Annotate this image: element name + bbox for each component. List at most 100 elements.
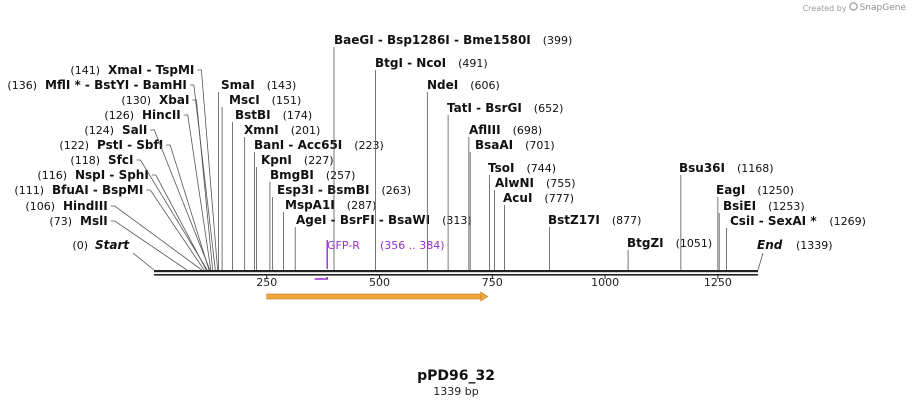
site-leader-line (136, 159, 208, 271)
site-label: XmnI (244, 123, 279, 137)
site-leader-line (183, 114, 212, 271)
feature-primer-arrow (314, 277, 329, 280)
site-position: (122) (59, 139, 89, 152)
site-position: (116) (37, 169, 67, 182)
start-position: (0) (72, 239, 88, 252)
site-label: NspI - SphI (75, 168, 149, 182)
site-leader-line (150, 129, 211, 271)
site-label: XmaI - TspMI (108, 63, 194, 77)
site-leader-line (110, 205, 203, 271)
site-label: BaeGI - Bsp1286I - Bme1580I (334, 33, 531, 47)
site-label: SfcI (108, 153, 133, 167)
plasmid-length: 1339 bp (433, 385, 479, 398)
site-label: BsaAI (475, 138, 513, 152)
title-block: pPD96_32 1339 bp (0, 368, 912, 398)
site-position: (106) (25, 200, 55, 213)
site-position: (111) (14, 184, 44, 197)
site-label: KpnI (261, 153, 292, 167)
axis-tick-label: 250 (256, 276, 277, 289)
credit-text: Created by (802, 3, 847, 13)
site-label: AlwNI (495, 176, 534, 190)
end-label: End (757, 238, 783, 252)
site-position: (698) (513, 124, 543, 137)
site-label: TsoI (488, 161, 514, 175)
axis-tick-label: 1250 (704, 276, 732, 289)
site-position: (287) (347, 199, 377, 212)
site-position: (136) (7, 79, 37, 92)
backbone-bottom (154, 274, 758, 276)
orf-bar (266, 293, 483, 300)
site-leader-line (151, 174, 207, 271)
site-position: (1250) (757, 184, 794, 197)
site-label: AflIII (469, 123, 501, 137)
axis-tick-label: 750 (482, 276, 503, 289)
site-label: BtgZI (627, 236, 664, 250)
site-label: NdeI (427, 78, 458, 92)
site-position: (399) (543, 34, 573, 47)
site-label: BfuAI - BspMI (52, 183, 143, 197)
site-label: AcuI (503, 191, 532, 205)
site-label: BsiEI (723, 199, 756, 213)
site-position: (744) (526, 162, 556, 175)
site-position: (257) (326, 169, 356, 182)
snapgene-credit: Created by SnapGene (803, 2, 906, 14)
site-position: (755) (546, 177, 576, 190)
snapgene-logo (848, 2, 858, 14)
site-label: HindIII (63, 199, 108, 213)
site-position: (227) (304, 154, 334, 167)
site-position: (174) (283, 109, 313, 122)
axis-tick-label: 1000 (591, 276, 619, 289)
site-label: BstBI (235, 108, 271, 122)
site-label: MslI (80, 214, 108, 228)
feature-label: GFP-R (327, 239, 360, 252)
site-position: (73) (49, 215, 72, 228)
site-position: (606) (470, 79, 500, 92)
site-label: MflI * - BstYI - BamHI (45, 78, 187, 92)
orf-arrowhead (480, 291, 489, 302)
site-position: (1051) (676, 237, 713, 250)
site-position: (777) (544, 192, 574, 205)
start-label: Start (95, 238, 130, 252)
site-position: (1269) (829, 215, 866, 228)
site-leader-line (166, 144, 210, 271)
site-position: (201) (291, 124, 321, 137)
site-position: (313) (442, 214, 472, 227)
site-leader-line (197, 69, 219, 271)
site-position: (141) (70, 64, 100, 77)
site-label: TatI - BsrGI (447, 101, 522, 115)
site-leader-line (146, 189, 205, 271)
site-label: AgeI - BsrFI - BsaWI (296, 213, 430, 227)
end-leader-line (757, 252, 764, 271)
site-position: (263) (381, 184, 411, 197)
site-label: CsiI - SexAI * (730, 214, 817, 228)
site-label: SmaI (221, 78, 255, 92)
site-label: EagI (716, 183, 745, 197)
site-position: (1253) (768, 200, 805, 213)
snapgene-logo-icon (848, 2, 858, 11)
site-leader-line (189, 84, 216, 271)
site-label: BstZ17I (548, 213, 600, 227)
site-position: (130) (121, 94, 151, 107)
site-label: SalI (122, 123, 147, 137)
site-label: BanI - Acc65I (254, 138, 342, 152)
site-position: (223) (354, 139, 384, 152)
plasmid-name: pPD96_32 (417, 368, 495, 384)
site-label: Esp3I - BsmBI (277, 183, 369, 197)
site-leader-line (110, 220, 188, 271)
site-label: BmgBI (270, 168, 314, 182)
axis-tick-label: 500 (369, 276, 390, 289)
feature-range: (356 .. 384) (380, 239, 445, 252)
backbone-top (154, 270, 758, 273)
site-leader-line (192, 99, 214, 271)
site-position: (126) (104, 109, 134, 122)
site-label: BtgI - NcoI (375, 56, 446, 70)
site-position: (701) (525, 139, 555, 152)
site-position: (151) (272, 94, 302, 107)
site-position: (143) (267, 79, 297, 92)
end-position: (1339) (796, 239, 833, 252)
credit-brand: SnapGene (859, 3, 906, 13)
site-label: MscI (229, 93, 260, 107)
site-position: (491) (458, 57, 488, 70)
site-position: (652) (534, 102, 564, 115)
